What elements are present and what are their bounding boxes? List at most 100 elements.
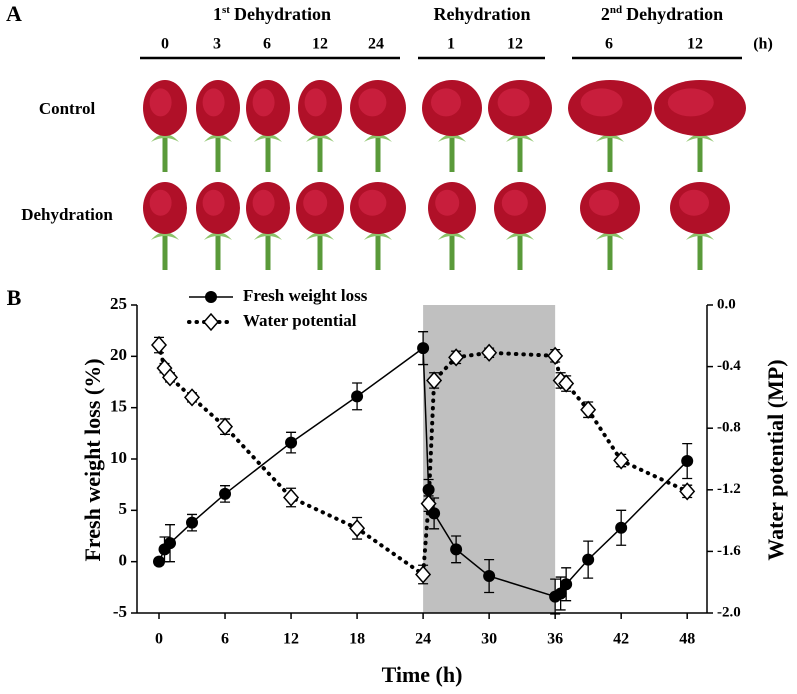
y2-tick-label: -0.8 (717, 420, 741, 436)
data-point (164, 537, 177, 550)
rose-shade (149, 189, 172, 216)
panel-label: A (6, 1, 22, 26)
x-tick-label: 36 (547, 631, 563, 648)
x-tick-label: 0 (155, 631, 163, 648)
y2-tick-label: -2.0 (717, 604, 741, 620)
panel-label: B (7, 285, 22, 310)
row-label: Control (39, 99, 96, 118)
rose-sepal (506, 134, 534, 142)
data-point (613, 451, 630, 470)
data-point (217, 417, 234, 436)
rose-shade (303, 189, 328, 216)
data-point (681, 455, 694, 468)
data-point (162, 368, 179, 387)
unit-label: (h) (753, 36, 773, 53)
row-label: Dehydration (21, 205, 113, 224)
rose-sepal (204, 134, 232, 142)
rose-shade (202, 88, 225, 117)
time-label: 1 (447, 36, 455, 53)
rose-shade (667, 88, 714, 117)
legend-marker (205, 291, 217, 303)
x-tick-label: 12 (283, 631, 299, 648)
time-label: 12 (312, 36, 328, 53)
rose-shade (358, 189, 387, 216)
data-point (417, 342, 430, 355)
group-title: Rehydration (433, 4, 530, 24)
data-point (450, 543, 463, 556)
rose-shade (501, 189, 528, 216)
data-point (554, 587, 567, 600)
data-point (415, 565, 432, 584)
data-point (580, 400, 597, 419)
rose-sepal (151, 232, 179, 240)
data-point (547, 346, 564, 365)
group-title: 1st Dehydration (213, 4, 331, 25)
data-point (285, 436, 298, 449)
data-point (151, 335, 168, 355)
rose-shade (431, 88, 461, 117)
rose-shade (304, 88, 327, 117)
rose-shade (580, 88, 623, 117)
rose-sepal (364, 134, 392, 142)
text-part: Rehydration (433, 4, 530, 24)
rose-sepal (364, 232, 392, 240)
x-tick-label: 24 (415, 631, 431, 648)
time-label: 12 (687, 36, 703, 53)
time-label: 3 (213, 36, 221, 53)
legend-marker (203, 312, 219, 332)
rose-sepal (686, 232, 714, 240)
x-tick-label: 48 (679, 631, 695, 648)
data-point (615, 521, 628, 534)
y2-tick-label: -0.4 (717, 358, 741, 374)
rose-sepal (254, 134, 282, 142)
rose-shade (435, 189, 460, 216)
x-tick-label: 6 (221, 631, 229, 648)
y-tick-label: 25 (110, 294, 127, 313)
y2-tick-label: -1.2 (717, 481, 741, 497)
data-point (558, 374, 575, 393)
rose-sepal (306, 232, 334, 240)
y2-tick-label: -1.6 (717, 543, 741, 559)
data-point (283, 488, 300, 507)
rose-shade (679, 189, 709, 216)
y-axis-label: Fresh weight loss (%) (80, 358, 105, 561)
rose-sepal (506, 232, 534, 240)
legend-label: Fresh weight loss (243, 286, 368, 305)
y-tick-label: 0 (119, 551, 128, 570)
data-point (679, 482, 696, 501)
y2-tick-label: 0.0 (717, 296, 736, 312)
rose-shade (358, 88, 387, 117)
text-part: 2 (601, 4, 610, 24)
data-point (560, 578, 573, 591)
x-axis-label: Time (h) (382, 662, 463, 687)
data-point (153, 555, 166, 568)
legend-label: Water potential (243, 311, 357, 330)
rose-sepal (438, 134, 466, 142)
rose-sepal (596, 232, 624, 240)
rose-shade (252, 88, 275, 117)
text-part: 1 (213, 4, 222, 24)
y-tick-label: 5 (119, 499, 128, 518)
x-tick-label: 30 (481, 631, 497, 648)
rose-sepal (596, 134, 624, 142)
rose-shade (589, 189, 619, 216)
time-label: 6 (605, 36, 613, 53)
text-part: Dehydration (234, 4, 331, 24)
rose-sepal (254, 232, 282, 240)
data-point (420, 494, 437, 513)
text-part: nd (610, 4, 622, 16)
text-part: st (222, 4, 230, 16)
time-label: 0 (161, 36, 169, 53)
rose-shade (149, 88, 172, 117)
rose-sepal (204, 232, 232, 240)
data-point (428, 507, 441, 520)
rose-sepal (306, 134, 334, 142)
y-tick-label: 10 (110, 448, 127, 467)
y-tick-label: -5 (113, 602, 127, 621)
data-point (351, 390, 364, 403)
rose-sepal (151, 134, 179, 142)
rose-shade (497, 88, 530, 117)
rose-shade (252, 189, 275, 216)
rose-sepal (438, 232, 466, 240)
